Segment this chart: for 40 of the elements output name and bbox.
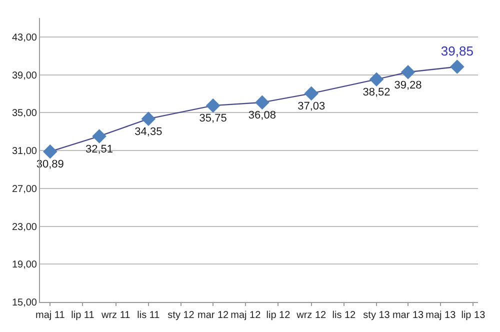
x-tick-label: maj 12 bbox=[230, 310, 262, 321]
x-tick-label: lip 12 bbox=[266, 310, 291, 321]
x-tick-label: mar 12 bbox=[197, 310, 230, 321]
y-tick-label: 19,00 bbox=[12, 260, 38, 271]
point bbox=[206, 98, 220, 113]
x-tick-label: lis 11 bbox=[137, 310, 160, 321]
text: 37,03 bbox=[298, 100, 326, 113]
text: 38,52 bbox=[362, 86, 390, 98]
y-tick-label: 15,00 bbox=[12, 298, 38, 308]
x-tick-label: lis 12 bbox=[332, 310, 356, 321]
text: 30,89 bbox=[36, 158, 64, 171]
x-tick-label: sty 13 bbox=[363, 310, 390, 321]
y-tick-label: 39,00 bbox=[12, 70, 38, 82]
x-tick-label: maj 11 bbox=[36, 310, 66, 321]
point bbox=[400, 65, 416, 80]
point bbox=[255, 95, 270, 110]
point bbox=[369, 72, 384, 86]
y-tick-label: 27,00 bbox=[12, 184, 38, 195]
y-tick-label: 31,00 bbox=[12, 146, 38, 158]
x-tick-label: wrz 11 bbox=[100, 310, 131, 321]
point bbox=[304, 86, 318, 101]
x-tick-label: sty 12 bbox=[168, 310, 195, 321]
point bbox=[141, 112, 156, 126]
text: 34,35 bbox=[134, 126, 162, 138]
text: 36,08 bbox=[248, 110, 276, 122]
x-tick-label: lip 13 bbox=[461, 310, 486, 321]
x-tick-label: mar 13 bbox=[392, 310, 424, 321]
point bbox=[450, 60, 464, 74]
point bbox=[43, 144, 58, 159]
y-tick-label: 35,00 bbox=[12, 108, 38, 120]
x-tick-label: lip 11 bbox=[71, 310, 95, 321]
point bbox=[92, 129, 106, 144]
text: 32,51 bbox=[86, 143, 114, 156]
x-tick-label: maj 13 bbox=[426, 310, 456, 321]
y-tick-label: 43,00 bbox=[12, 32, 38, 44]
y-tick-label: 23,00 bbox=[12, 222, 38, 233]
text: 39,28 bbox=[394, 79, 422, 92]
text: 39,85 bbox=[440, 44, 474, 59]
text: 35,75 bbox=[199, 112, 227, 125]
x-tick-label: wrz 12 bbox=[296, 310, 327, 321]
